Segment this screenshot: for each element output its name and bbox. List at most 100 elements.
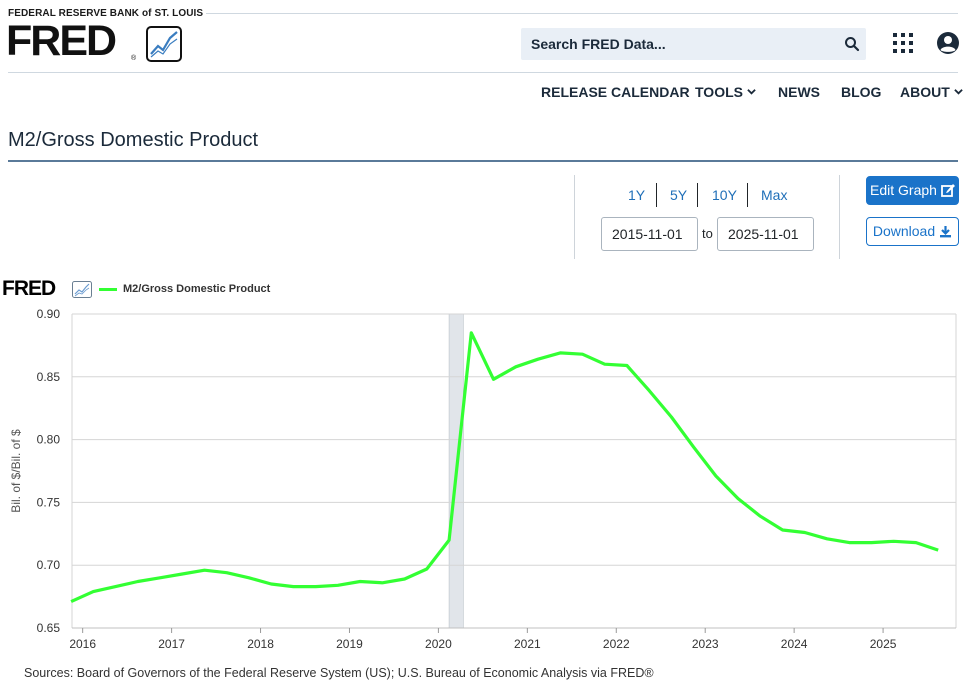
data-point[interactable] [799, 527, 811, 539]
legend-swatch [99, 288, 117, 291]
fred-logo[interactable]: FRED [6, 17, 117, 65]
download-icon [940, 226, 952, 238]
data-point[interactable] [932, 544, 944, 556]
x-tick-label: 2023 [692, 637, 719, 651]
data-point[interactable] [754, 510, 766, 522]
chevron-down-icon [747, 89, 756, 95]
x-tick-label: 2025 [870, 637, 897, 651]
range-10y-link[interactable]: 10Y [712, 187, 737, 203]
data-point[interactable] [376, 577, 388, 589]
sources-note: Sources: Board of Governors of the Feder… [24, 666, 654, 680]
bank-name: FEDERAL RESERVE BANK of ST. LOUIS [8, 8, 204, 19]
data-point[interactable] [554, 347, 566, 359]
y-tick-label: 0.75 [37, 495, 61, 509]
header-divider [8, 72, 958, 73]
data-point[interactable] [888, 535, 900, 547]
data-point[interactable] [665, 411, 677, 423]
data-point[interactable] [265, 578, 277, 590]
data-point[interactable] [354, 576, 366, 588]
range-separator [656, 183, 657, 207]
edit-icon [941, 184, 955, 197]
data-point[interactable] [221, 567, 233, 579]
chart-fred-logo: FRED [2, 277, 56, 300]
series-line[interactable] [70, 331, 939, 604]
x-tick-label: 2018 [247, 637, 274, 651]
title-divider [8, 160, 958, 162]
end-date-input[interactable] [717, 217, 814, 251]
data-point[interactable] [399, 573, 411, 585]
x-tick-label: 2024 [781, 637, 808, 651]
registered-mark: ® [131, 55, 137, 62]
data-point[interactable] [421, 563, 433, 575]
user-account-icon[interactable] [936, 31, 960, 55]
y-tick-label: 0.90 [37, 307, 61, 321]
edit-graph-label: Edit Graph [870, 182, 937, 198]
data-point[interactable] [176, 568, 188, 580]
range-separator [747, 183, 748, 207]
data-point[interactable] [510, 361, 522, 373]
y-axis-title: Bil. of $/Bil. of $ [9, 429, 23, 513]
x-tick-label: 2017 [158, 637, 185, 651]
x-tick-label: 2020 [425, 637, 452, 651]
search-icon[interactable] [844, 36, 860, 52]
data-point[interactable] [154, 572, 166, 584]
nav-about[interactable]: ABOUT [900, 84, 963, 100]
data-point[interactable] [777, 524, 789, 536]
date-range-panel [574, 175, 840, 259]
data-point[interactable] [87, 586, 99, 598]
line-chart[interactable]: 0.65 0.70 0.75 0.80 0.85 0.90 2016 2017 2018 2019… [0, 300, 966, 660]
data-point[interactable] [199, 564, 211, 576]
x-tick-label: 2019 [336, 637, 363, 651]
range-max-link[interactable]: Max [761, 187, 788, 203]
data-point[interactable] [532, 353, 544, 365]
chevron-down-icon [954, 89, 963, 95]
data-point[interactable] [110, 581, 122, 593]
y-tick-label: 0.65 [37, 621, 61, 635]
data-point[interactable] [576, 348, 588, 360]
apps-grid-icon[interactable] [892, 32, 914, 54]
data-point[interactable] [132, 576, 144, 588]
search-input[interactable]: Search FRED Data... [531, 36, 666, 52]
x-tick-label: 2022 [603, 637, 630, 651]
y-tick-label: 0.80 [37, 433, 61, 447]
download-label: Download [872, 223, 936, 239]
data-point[interactable] [287, 581, 299, 593]
nav-about-label: ABOUT [900, 84, 950, 100]
data-point[interactable] [465, 327, 477, 339]
chart-logo-icon [72, 281, 92, 298]
data-point[interactable] [688, 441, 700, 453]
start-date-input[interactable] [601, 217, 698, 251]
x-tick-label: 2016 [69, 637, 96, 651]
top-divider [206, 13, 958, 14]
data-point[interactable] [621, 359, 633, 371]
data-point[interactable] [243, 572, 255, 584]
data-point[interactable] [599, 358, 611, 370]
data-point[interactable] [710, 470, 722, 482]
data-point[interactable] [821, 533, 833, 545]
y-tick-label: 0.85 [37, 370, 61, 384]
range-5y-link[interactable]: 5Y [670, 187, 688, 203]
y-tick-label: 0.70 [37, 558, 61, 572]
nav-tools[interactable]: TOOLS [695, 84, 756, 100]
data-point[interactable] [843, 537, 855, 549]
data-point[interactable] [332, 579, 344, 591]
range-separator [697, 183, 698, 207]
edit-graph-button[interactable]: Edit Graph [866, 176, 959, 205]
nav-blog[interactable]: BLOG [841, 84, 882, 100]
nav-news[interactable]: NEWS [778, 84, 820, 100]
nav-tools-label: TOOLS [695, 84, 743, 100]
data-point[interactable] [65, 596, 77, 608]
data-point[interactable] [866, 537, 878, 549]
range-1y-link[interactable]: 1Y [628, 187, 646, 203]
download-button[interactable]: Download [866, 217, 959, 246]
search-box[interactable]: Search FRED Data... [521, 28, 866, 60]
data-point[interactable] [732, 493, 744, 505]
nav-release-calendar[interactable]: RELEASE CALENDAR [541, 84, 690, 100]
fred-logo-chart-icon[interactable] [146, 26, 182, 62]
data-point[interactable] [443, 534, 455, 546]
to-label: to [702, 226, 713, 241]
data-point[interactable] [310, 581, 322, 593]
data-point[interactable] [910, 537, 922, 549]
data-point[interactable] [488, 373, 500, 385]
data-point[interactable] [643, 385, 655, 397]
